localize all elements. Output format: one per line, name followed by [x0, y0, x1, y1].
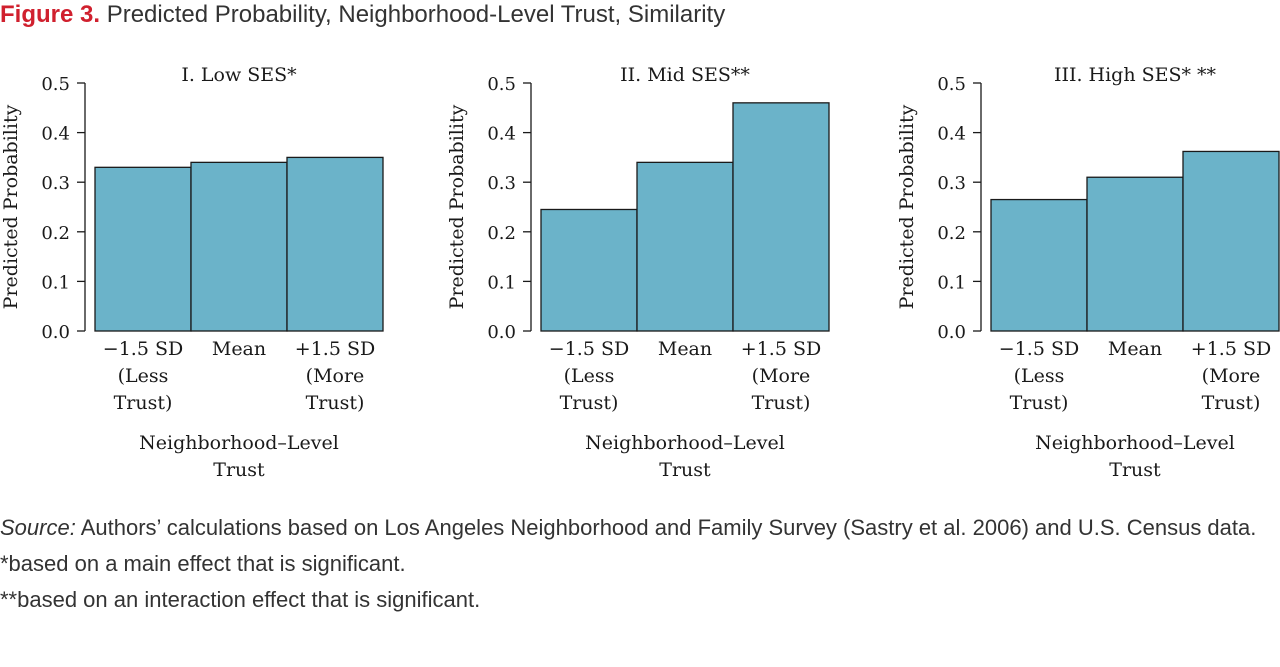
source-text: Authors’ calculations based on Los Angel…	[75, 515, 1257, 540]
panel-title: III. High SES* **	[1054, 64, 1217, 86]
source-label: Source:	[0, 515, 76, 540]
y-tick-label: 0.3	[41, 173, 70, 194]
x-tick-label: (More	[1202, 365, 1261, 387]
y-tick-label: 0.5	[937, 74, 966, 95]
x-axis-label: Trust	[1109, 459, 1161, 481]
x-tick-label: −1.5 SD	[999, 338, 1079, 360]
x-axis-label: Trust	[659, 459, 711, 481]
bar-2-3	[732, 102, 830, 332]
bar-3-1	[990, 198, 1088, 332]
y-tick-label: 0.1	[487, 272, 516, 293]
x-tick-label: Mean	[1108, 338, 1162, 360]
y-axis-label: Predicted Probability	[896, 104, 918, 309]
charts-area: 0.0 0.1 0.2 0.3 0.4 0.5 I. Low SES* Predicted P…	[0, 64, 1280, 481]
panel-title: I. Low SES*	[181, 64, 297, 86]
x-axis-label: Neighborhood–Level	[1035, 432, 1235, 454]
bar-2-2	[636, 161, 734, 332]
x-tick-label: Mean	[658, 338, 712, 360]
x-tick-label: Trust)	[114, 392, 173, 414]
chart-panel-3: 0.0 0.1 0.2 0.3 0.4 0.5 III. High SES* ** Predi…	[896, 64, 1280, 481]
x-tick-label: −1.5 SD	[549, 338, 629, 360]
x-tick-label: Trust)	[560, 392, 619, 414]
x-tick-label: +1.5 SD	[741, 338, 821, 360]
x-tick-label: −1.5 SD	[103, 338, 183, 360]
figure-title: Figure 3. Predicted Probability, Neighbo…	[0, 2, 725, 28]
source-note: Source: Authors’ calculations based on L…	[0, 510, 1280, 546]
x-tick-label: (Less	[118, 365, 169, 387]
y-tick-label: 0.3	[487, 173, 516, 194]
x-tick-label: +1.5 SD	[1191, 338, 1271, 360]
y-tick-label: 0.1	[937, 272, 966, 293]
bar-1-1	[94, 166, 192, 332]
x-tick-label: +1.5 SD	[295, 338, 375, 360]
y-tick-label: 0.4	[937, 124, 966, 145]
x-tick-label: (Less	[564, 365, 615, 387]
interaction-effect-note: **based on an interaction effect that is…	[0, 587, 481, 612]
y-tick-label: 0.5	[41, 74, 70, 95]
bar-1-2	[190, 161, 288, 332]
y-tick-label: 0.4	[487, 124, 516, 145]
y-tick-label: 0.2	[937, 223, 966, 244]
x-tick-label: Mean	[212, 338, 266, 360]
y-tick-label: 0.0	[41, 322, 70, 343]
chart-panel-2: 0.0 0.1 0.2 0.3 0.4 0.5 II. Mid SES** Predicted…	[446, 64, 830, 481]
x-tick-label: (More	[306, 365, 365, 387]
bar-3-3	[1182, 150, 1280, 332]
y-tick-label: 0.5	[487, 74, 516, 95]
x-tick-label: (Less	[1014, 365, 1065, 387]
x-axis-label: Trust	[213, 459, 265, 481]
y-tick-label: 0.3	[937, 173, 966, 194]
main-effect-note: *based on a main effect that is signific…	[0, 551, 406, 576]
x-tick-label: Trust)	[752, 392, 811, 414]
x-tick-label: Trust)	[1010, 392, 1069, 414]
y-tick-label: 0.4	[41, 124, 70, 145]
bar-3-2	[1086, 176, 1184, 332]
y-tick-label: 0.2	[41, 223, 70, 244]
bar-1-3	[286, 156, 384, 332]
bar-2-1	[540, 208, 638, 332]
x-axis-label: Neighborhood–Level	[139, 432, 339, 454]
y-axis-label: Predicted Probability	[0, 104, 22, 309]
y-axis-label: Predicted Probability	[446, 104, 468, 309]
y-tick-label: 0.1	[41, 272, 70, 293]
panel-title: II. Mid SES**	[620, 64, 750, 86]
figure-title-text: Predicted Probability, Neighborhood-Leve…	[106, 1, 726, 28]
figure-notes: Source: Authors’ calculations based on L…	[0, 510, 1280, 618]
y-tick-label: 0.2	[487, 223, 516, 244]
x-tick-label: Trust)	[306, 392, 365, 414]
figure-label: Figure 3.	[0, 1, 101, 28]
y-tick-label: 0.0	[487, 322, 516, 343]
y-tick-label: 0.0	[937, 322, 966, 343]
chart-panel-1: 0.0 0.1 0.2 0.3 0.4 0.5 I. Low SES* Predicted P…	[0, 64, 384, 481]
x-tick-label: Trust)	[1202, 392, 1261, 414]
x-axis-label: Neighborhood–Level	[585, 432, 785, 454]
x-tick-label: (More	[752, 365, 811, 387]
